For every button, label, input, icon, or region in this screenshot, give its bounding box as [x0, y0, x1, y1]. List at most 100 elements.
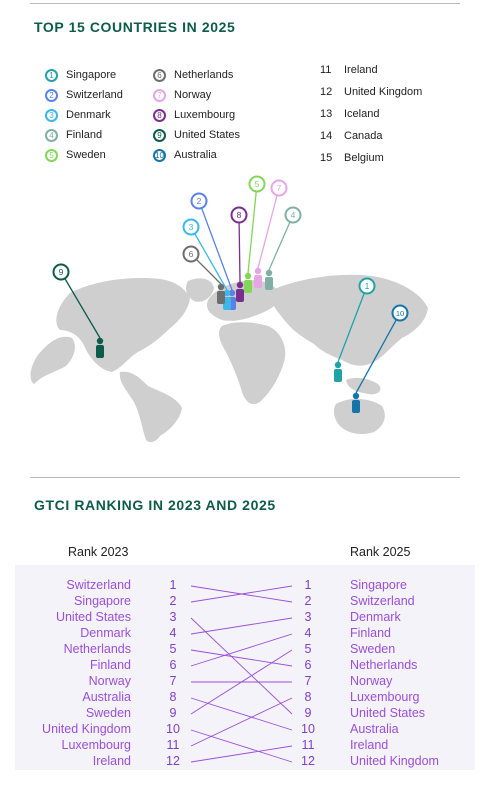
pin-rank-badge — [248, 175, 266, 193]
other-rank-number: 14 — [320, 130, 333, 142]
rank-2023-country: Finland — [90, 658, 131, 672]
other-rank-number: 15 — [320, 152, 333, 164]
pin-united-states: 9 — [52, 263, 104, 358]
rank-2025-number: 7 — [304, 674, 312, 688]
rank-change-line — [190, 633, 293, 667]
other-country-label: Canada — [344, 130, 383, 142]
other-item-iceland: 13 Iceland — [320, 106, 379, 122]
legend-rank-badge: 10 — [153, 148, 166, 162]
rank-change-line — [190, 649, 293, 667]
person-head-icon — [254, 267, 262, 275]
pin-sweden: 5 — [244, 175, 266, 293]
rank-2023-country: Singapore — [74, 594, 131, 608]
person-head-icon — [217, 283, 225, 291]
pin-singapore: 1 — [334, 277, 376, 382]
pin-leader-line — [190, 226, 228, 291]
pin-rank-label: 8 — [237, 210, 242, 220]
rank-2025-number: 2 — [304, 594, 312, 608]
legend-country-label: Australia — [174, 149, 217, 161]
pin-leader-line — [60, 271, 101, 339]
rank-change-line — [190, 697, 293, 731]
north-america-shape — [56, 278, 190, 372]
world-map: 1 2 3 4 5 6 7 8 9 10 — [30, 175, 428, 443]
rank-change-line — [190, 729, 293, 763]
pin-rank-badge — [270, 179, 288, 197]
rank-2025-country: Australia — [350, 722, 399, 736]
rank-2025-country: Sweden — [350, 642, 396, 656]
legend-country-label: Switzerland — [66, 89, 123, 101]
pin-rank-badge — [182, 245, 200, 263]
rank-2025-number: 10 — [301, 722, 315, 736]
ranking-title: GTCI RANKING IN 2023 AND 2025 — [34, 497, 276, 513]
rank-2023-country: Switzerland — [66, 578, 131, 592]
person-body-icon — [352, 400, 360, 413]
pin-leader-line — [257, 187, 280, 269]
legend-country-label: Netherlands — [174, 69, 234, 81]
pin-rank-badge — [358, 277, 376, 295]
other-country-label: Ireland — [344, 64, 378, 76]
rank-2023-number: 12 — [166, 754, 180, 768]
legend-item-netherlands: 6 Netherlands — [153, 67, 233, 83]
legend-country-label: United States — [174, 129, 241, 141]
rank-2025-header: Rank 2025 — [350, 545, 411, 559]
other-rank-number: 12 — [320, 86, 333, 98]
rank-2023-country: Sweden — [85, 706, 131, 720]
pin-leader-line — [337, 285, 368, 363]
rank-change-line — [190, 649, 293, 715]
pin-leader-line — [198, 200, 233, 291]
australia-shape — [333, 398, 385, 434]
legend-rank-badge: 8 — [153, 108, 166, 122]
rank-change-line — [190, 585, 293, 603]
other-item-belgium: 15 Belgium — [320, 150, 384, 166]
pin-leader-line — [268, 214, 294, 271]
rank-2023-number: 8 — [169, 690, 177, 704]
legend-country-label: Denmark — [66, 109, 111, 121]
pin-rank-label: 1 — [365, 281, 370, 291]
pin-netherlands: 6 — [182, 245, 225, 304]
legend-item-singapore: 1 Singapore — [45, 67, 116, 83]
legend-item-switzerland: 2 Switzerland — [45, 87, 123, 103]
legend-country-label: Norway — [174, 89, 212, 101]
top15-title: TOP 15 COUNTRIES IN 2025 — [34, 19, 236, 35]
legend-rank-badge: 3 — [45, 108, 58, 122]
rank-2025-number: 8 — [304, 690, 312, 704]
pin-leader-line — [247, 183, 258, 274]
rank-2025-number: 4 — [304, 626, 312, 640]
rank-2023-number: 10 — [166, 722, 180, 736]
pin-rank-badge — [182, 218, 200, 236]
pin-luxembourg: 8 — [230, 206, 248, 302]
rank-change-line — [190, 745, 293, 763]
pin-rank-label: 7 — [277, 183, 282, 193]
other-item-ireland: 11 Ireland — [320, 62, 378, 78]
rank-change-line — [190, 617, 293, 715]
rank-2025-number: 11 — [301, 738, 315, 752]
legend-rank-badge: 9 — [153, 128, 166, 142]
rank-2025-number: 1 — [304, 578, 312, 592]
mid-rule — [30, 477, 460, 478]
pin-denmark: 3 — [182, 218, 231, 310]
asia-shape — [271, 274, 428, 366]
legend-item-luxembourg: 8 Luxembourg — [153, 107, 235, 123]
rank-2025-country: Switzerland — [350, 594, 415, 608]
pin-switzerland: 2 — [190, 192, 236, 310]
pin-australia: 10 — [352, 304, 409, 413]
rank-2025-country: Norway — [350, 674, 393, 688]
pin-finland: 4 — [265, 206, 302, 290]
rank-2023-country: United States — [55, 610, 131, 624]
person-body-icon — [254, 275, 262, 288]
legend-rank-badge: 5 — [45, 148, 58, 162]
continents — [30, 274, 428, 443]
rank-2023-number: 2 — [169, 594, 177, 608]
pin-rank-badge — [230, 206, 248, 224]
rank-2023-number: 1 — [169, 578, 177, 592]
person-head-icon — [352, 392, 360, 400]
legend-country-label: Singapore — [66, 69, 117, 81]
rank-2023-country: Netherlands — [63, 642, 131, 656]
rank-2023-number: 3 — [169, 610, 177, 624]
rank-2023-number: 5 — [169, 642, 177, 656]
person-body-icon — [236, 289, 244, 302]
rank-2025-country: Denmark — [350, 610, 401, 624]
rank-2023-number: 9 — [169, 706, 177, 720]
rank-2025-number: 3 — [304, 610, 312, 624]
person-body-icon — [265, 277, 273, 290]
